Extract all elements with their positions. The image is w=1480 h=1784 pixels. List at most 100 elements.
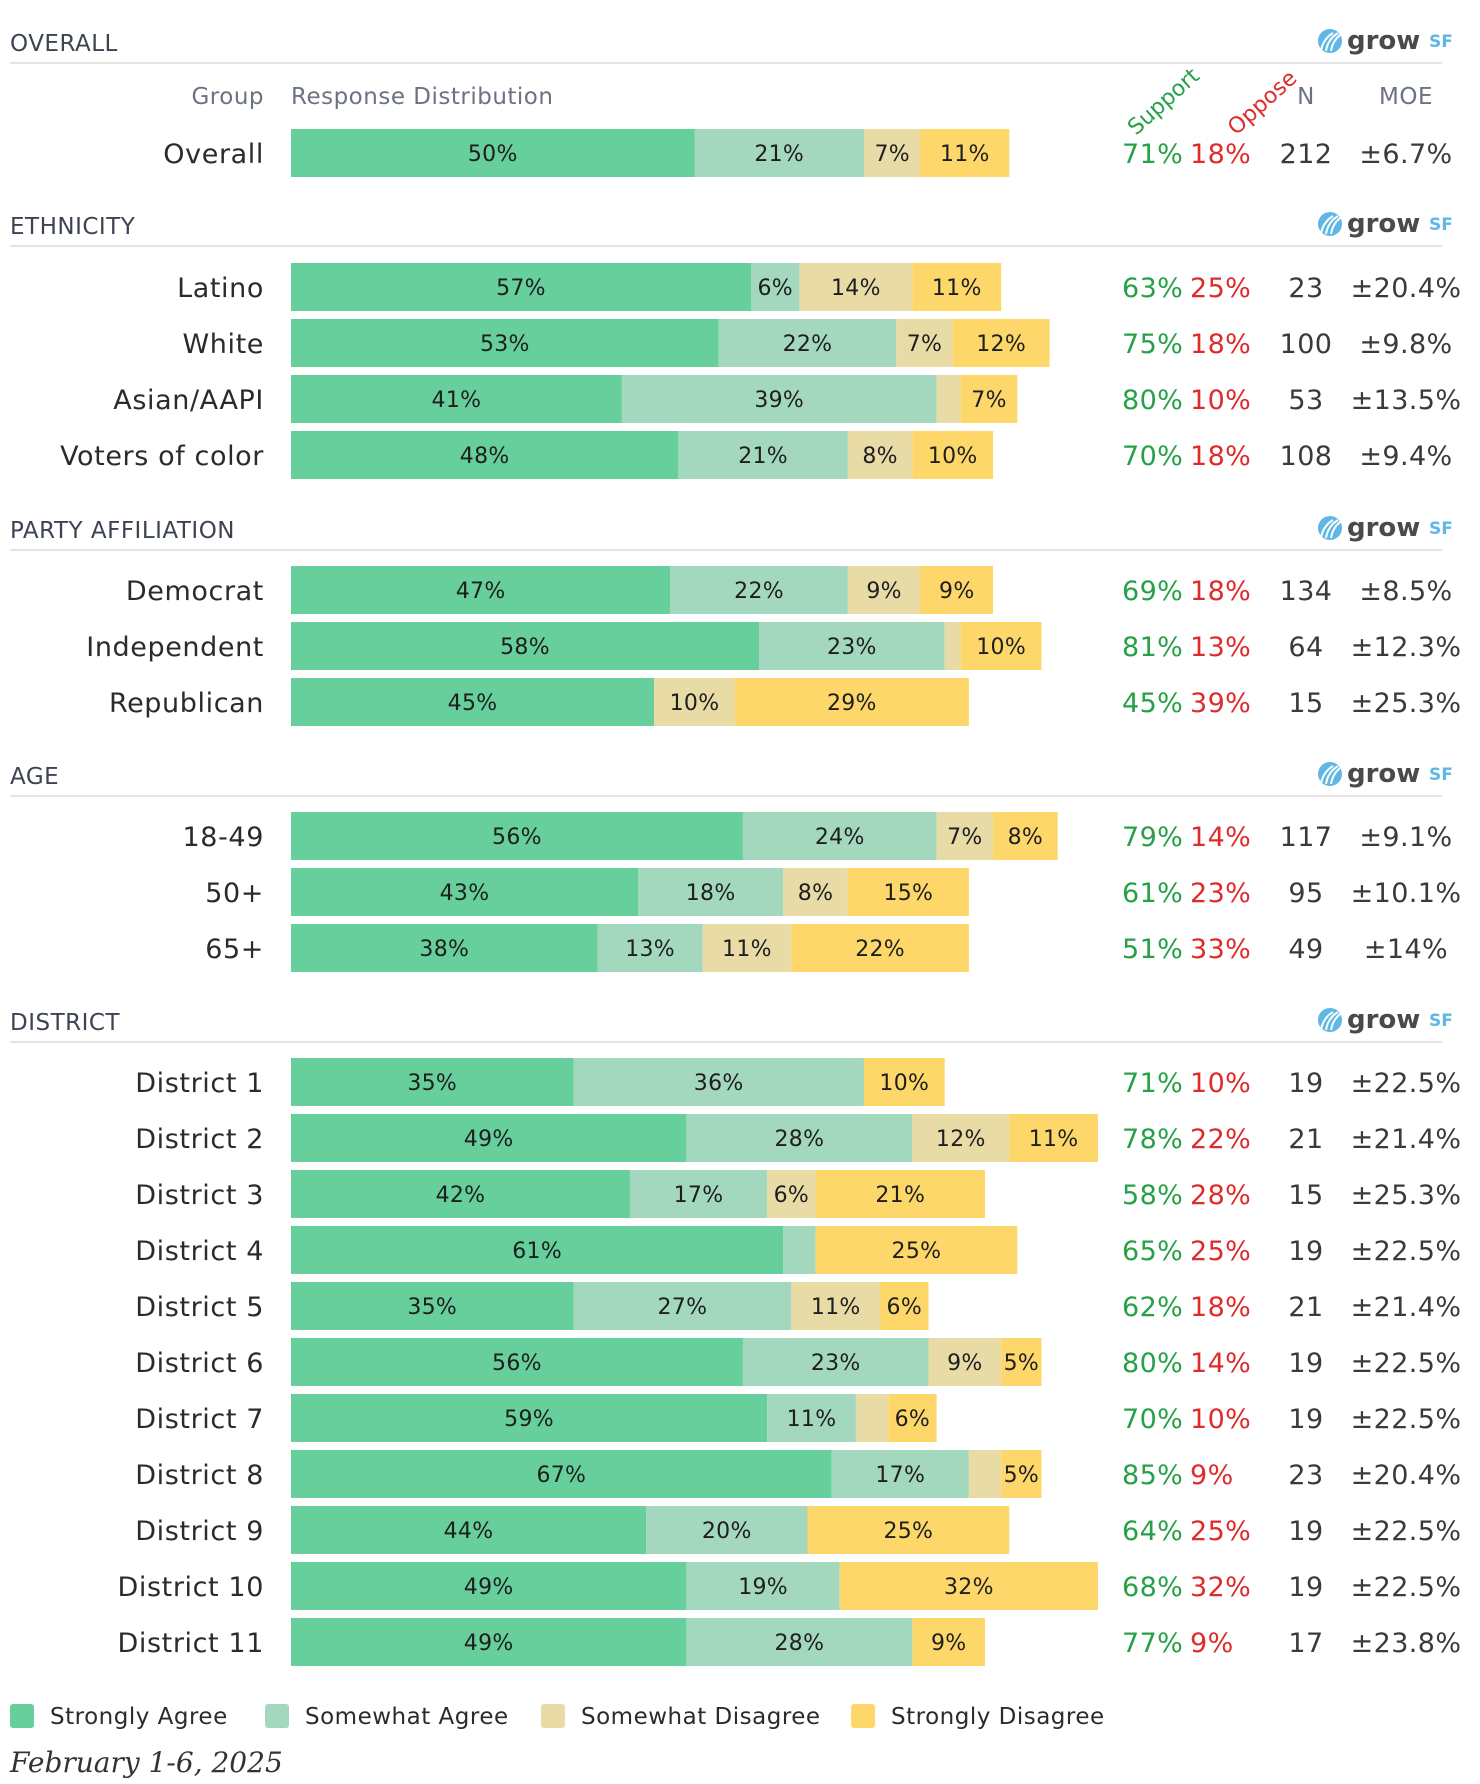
bar-label: 6% — [757, 276, 793, 301]
bar-label: 56% — [492, 1351, 542, 1376]
oppose-value: 14% — [1190, 822, 1251, 853]
bar-segment-strongly-agree — [291, 1618, 687, 1666]
bar-label: 7% — [907, 332, 943, 357]
bar-segment-strongly-agree — [291, 1282, 574, 1330]
bar-segment-somewhat-agree — [742, 1338, 929, 1386]
bar-label: 23% — [811, 1351, 861, 1376]
bar-segment-strongly-agree — [291, 868, 639, 916]
bar-segment-somewhat-agree — [573, 1282, 792, 1330]
header-n: N — [1297, 84, 1315, 110]
bar-label: 12% — [976, 332, 1026, 357]
oppose-value: 28% — [1190, 1180, 1251, 1211]
bar-label: 10% — [670, 691, 720, 716]
moe-value: ±9.1% — [1359, 822, 1452, 853]
oppose-value: 32% — [1190, 1572, 1251, 1603]
bar-segment-strongly-agree — [291, 1114, 687, 1162]
legend-label: Strongly Agree — [50, 1704, 228, 1730]
n-value: 15 — [1288, 688, 1323, 719]
moe-value: ±10.1% — [1351, 878, 1462, 909]
bar-label: 41% — [432, 388, 482, 413]
group-label: District 4 — [135, 1236, 264, 1267]
group-label: Democrat — [126, 576, 264, 607]
n-value: 53 — [1288, 385, 1323, 416]
oppose-value: 10% — [1190, 1404, 1251, 1435]
bar-segment-somewhat-disagree — [936, 812, 994, 860]
bar-label: 24% — [815, 825, 865, 850]
bar-segment-strongly-disagree — [847, 868, 969, 916]
oppose-value: 14% — [1190, 1348, 1251, 1379]
n-value: 100 — [1280, 329, 1333, 360]
bar-segment-somewhat-agree — [646, 1506, 808, 1554]
bar-segment-strongly-disagree — [960, 375, 1018, 423]
bar-label: 29% — [827, 691, 877, 716]
bar-label: 11% — [722, 937, 772, 962]
n-value: 15 — [1288, 1180, 1323, 1211]
bar-segment-strongly-disagree — [920, 129, 1010, 177]
moe-value: ±9.4% — [1359, 441, 1452, 472]
header-group: Group — [191, 84, 264, 110]
support-value: 75% — [1122, 329, 1183, 360]
bar-segment-somewhat-agree — [718, 319, 897, 367]
n-value: 19 — [1288, 1236, 1323, 1267]
n-value: 17 — [1288, 1628, 1323, 1659]
n-value: 23 — [1288, 1460, 1323, 1491]
bar-segment-strongly-agree — [291, 1506, 647, 1554]
n-value: 19 — [1288, 1068, 1323, 1099]
bar-label: 13% — [625, 937, 675, 962]
bar-label: 49% — [464, 1127, 514, 1152]
oppose-value: 25% — [1190, 273, 1251, 304]
moe-value: ±22.5% — [1351, 1348, 1462, 1379]
bar-segment-somewhat-agree — [678, 431, 848, 479]
group-label: Republican — [109, 688, 264, 719]
bar-label: 49% — [464, 1575, 514, 1600]
bar-segment-strongly-disagree — [839, 1562, 1098, 1610]
header-oppose: Oppose — [1223, 66, 1302, 141]
growsf-logo-icon — [1318, 212, 1344, 236]
support-value: 79% — [1122, 822, 1183, 853]
bar-label: 61% — [512, 1239, 562, 1264]
oppose-value: 25% — [1190, 1236, 1251, 1267]
support-value: 81% — [1122, 632, 1183, 663]
moe-value: ±13.5% — [1351, 385, 1462, 416]
bar-segment-strongly-disagree — [1001, 1338, 1042, 1386]
bar-segment-somewhat-disagree — [654, 678, 735, 726]
bar-label: 7% — [971, 388, 1007, 413]
bar-segment-somewhat-agree — [750, 263, 800, 311]
legend-swatch-strongly-agree — [10, 1704, 34, 1728]
group-label: Voters of color — [60, 441, 264, 472]
group-label: District 1 — [135, 1068, 264, 1099]
n-value: 19 — [1288, 1516, 1323, 1547]
growsf-logo-text: grow — [1347, 759, 1420, 789]
group-label: District 7 — [135, 1404, 264, 1435]
bar-label: 23% — [827, 635, 877, 660]
bar-label: 10% — [879, 1071, 929, 1096]
bar-label: 44% — [444, 1519, 494, 1544]
bar-segment-somewhat-agree — [621, 375, 937, 423]
n-value: 117 — [1280, 822, 1333, 853]
growsf-logo-icon — [1318, 1008, 1344, 1032]
bar-label: 5% — [1004, 1463, 1040, 1488]
support-value: 77% — [1122, 1628, 1183, 1659]
bar-segment-somewhat-disagree — [896, 319, 953, 367]
bar-segment-strongly-agree — [291, 1170, 630, 1218]
bar-segment-somewhat-disagree — [928, 1338, 1002, 1386]
support-value: 70% — [1122, 1404, 1183, 1435]
bar-segment-strongly-disagree — [1001, 1450, 1042, 1498]
n-value: 95 — [1288, 878, 1323, 909]
bar-segment-strongly-agree — [291, 622, 760, 670]
group-label: 18-49 — [183, 822, 264, 853]
bar-label: 12% — [936, 1127, 986, 1152]
moe-value: ±22.5% — [1351, 1404, 1462, 1435]
group-label: District 10 — [117, 1572, 264, 1603]
bar-segment-strongly-disagree — [912, 263, 1002, 311]
bar-label: 17% — [674, 1183, 724, 1208]
bar-segment-strongly-disagree — [807, 1506, 1010, 1554]
bar-label: 9% — [866, 579, 902, 604]
bar-segment-strongly-agree — [291, 566, 671, 614]
survey-date: February 1-6, 2025 — [9, 1746, 283, 1779]
group-label: District 11 — [117, 1628, 264, 1659]
bar-segment-somewhat-disagree — [936, 375, 961, 423]
bar-segment-strongly-agree — [291, 1058, 574, 1106]
growsf-logo-text: grow — [1347, 209, 1420, 239]
growsf-logo-sf: SF — [1429, 1011, 1453, 1031]
